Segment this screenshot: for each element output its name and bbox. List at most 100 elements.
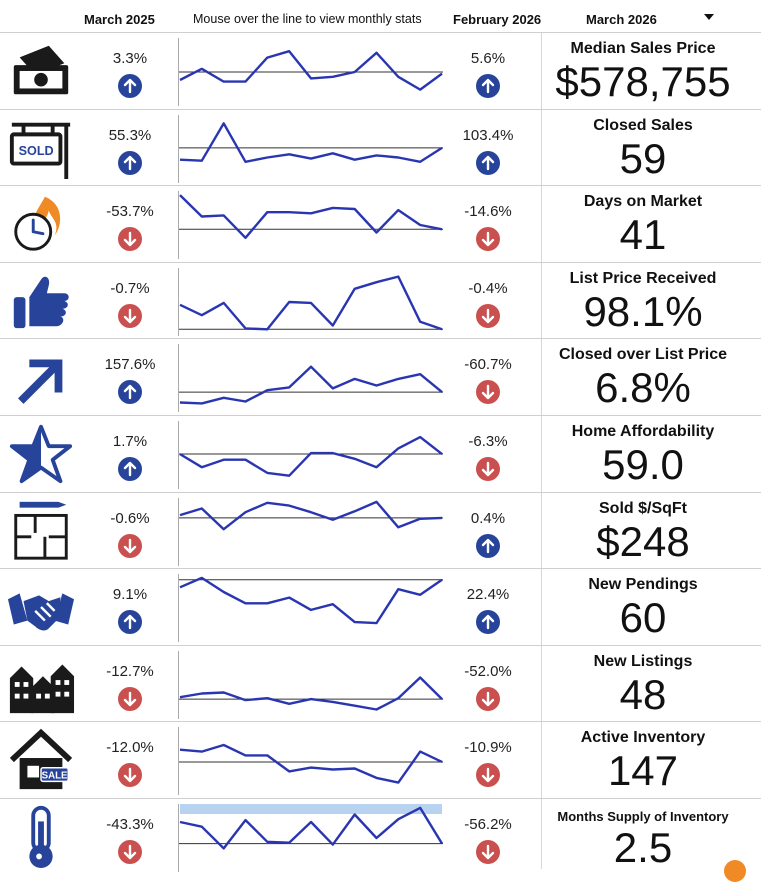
arrow-down-icon (118, 763, 142, 788)
arrow-down-icon (476, 763, 500, 788)
metric-summary: Closed over List Price 6.8% (548, 338, 738, 415)
series-line[interactable] (179, 806, 444, 850)
sparkline[interactable] (178, 497, 443, 566)
arrow-down-icon (118, 533, 142, 558)
row-divider (0, 261, 761, 263)
mom-change: 22.4% (466, 586, 510, 604)
sparkline[interactable] (178, 38, 443, 106)
sparkline[interactable] (178, 727, 443, 796)
series-line[interactable] (179, 365, 443, 405)
metric-value: $248 (596, 517, 690, 565)
metric-summary: Median Sales Price $578,755 (548, 32, 738, 109)
yoy-change: -12.7% (106, 662, 154, 680)
metric-value: 41 (619, 211, 667, 259)
arrow-up-icon (118, 457, 142, 481)
row-divider (0, 108, 761, 110)
metric-name: Closed Sales (593, 116, 693, 134)
arrow-up-icon (476, 150, 500, 175)
metric-summary: Active Inventory 147 (548, 721, 738, 798)
sparkline[interactable] (178, 650, 443, 719)
metric-value: 6.8% (595, 364, 691, 412)
right-period-label: February 2026 (453, 12, 542, 27)
arrow-down-icon (118, 840, 142, 864)
yoy-change: -43.3% (106, 816, 154, 833)
arrow-up-icon (118, 150, 142, 175)
metric-value: 60 (619, 594, 667, 642)
metric-value: 48 (619, 670, 667, 718)
highlight-band (180, 804, 442, 814)
metric-name: New Pendings (588, 576, 698, 594)
series-line[interactable] (179, 744, 443, 785)
mom-change: -6.3% (468, 433, 508, 450)
arrow-up-icon (476, 533, 500, 558)
metric-summary: Months Supply of Inventory 2.5 (548, 798, 738, 875)
clock-fire-icon (6, 189, 76, 257)
arrow-down-icon (476, 380, 500, 405)
metric-summary: Sold $/SqFt $248 (548, 492, 738, 569)
yoy-change: -53.7% (106, 203, 154, 221)
metric-row: -0.6% 0.4% Sold $/SqFt $248 (0, 491, 761, 569)
series-line[interactable] (179, 576, 443, 625)
yoy-change: -12.0% (106, 739, 154, 757)
metric-value: 59 (619, 134, 667, 182)
metric-row: 1.7% -6.3% Home Affordability 59.0 (0, 415, 761, 492)
sparkline[interactable] (178, 421, 443, 489)
arrow-down-icon (476, 303, 500, 328)
row-divider (0, 491, 761, 493)
metric-row: -43.3% -56.2% Months Supply of Inventory 2.… (0, 798, 761, 875)
hover-hint: Mouse over the line to view monthly stat… (193, 12, 422, 26)
yoy-change: -0.7% (110, 279, 150, 297)
metric-row: -53.7% -14.6% Days on Market 41 (0, 185, 761, 262)
metric-summary: Closed Sales 59 (548, 109, 738, 186)
mom-change: 5.6% (470, 50, 506, 67)
arrow-down-icon (476, 457, 500, 481)
series-line[interactable] (179, 435, 443, 477)
series-line[interactable] (179, 500, 443, 530)
house-sale-icon: SALE (6, 725, 76, 793)
row-divider (0, 568, 761, 570)
metric-value: $578,755 (555, 58, 731, 105)
metric-summary: New Pendings 60 (548, 568, 738, 645)
chevron-down-icon[interactable] (704, 14, 714, 20)
arrow-up-icon (118, 380, 142, 405)
arrow-down-icon (118, 303, 142, 328)
sparkline[interactable] (178, 267, 443, 336)
metric-name: Days on Market (583, 193, 703, 211)
svg-text:SALE: SALE (42, 771, 68, 782)
series-line[interactable] (179, 49, 443, 91)
mom-change: 103.4% (462, 126, 514, 144)
metric-row: 3.3% 5.6% Median Sales Price $578,755 (0, 32, 761, 109)
sparkline[interactable] (178, 191, 443, 260)
row-divider (0, 644, 761, 646)
thermometer-icon (6, 802, 76, 870)
sparkline[interactable] (178, 574, 443, 643)
metric-name: Active Inventory (580, 729, 706, 747)
row-divider (0, 32, 761, 33)
metric-name: New Listings (593, 652, 693, 670)
series-line[interactable] (179, 121, 443, 163)
row-divider (0, 798, 761, 799)
yoy-change: 3.3% (112, 50, 148, 67)
help-bubble-icon[interactable] (724, 860, 746, 882)
series-line[interactable] (179, 676, 443, 711)
arrow-down-icon (476, 227, 500, 252)
series-line[interactable] (179, 275, 443, 331)
mom-change: -0.4% (468, 279, 508, 297)
arrow-up-icon (476, 74, 500, 98)
metric-summary: New Listings 48 (548, 645, 738, 722)
arrow-up-icon (476, 610, 500, 635)
star-icon (6, 419, 76, 487)
svg-text:SOLD: SOLD (19, 143, 54, 157)
yoy-change: 55.3% (108, 126, 152, 144)
sparkline[interactable] (178, 344, 443, 413)
sparkline[interactable] (178, 804, 444, 872)
metric-name: Home Affordability (571, 423, 715, 440)
buildings-icon (6, 649, 76, 717)
left-period-label: March 2025 (84, 12, 155, 27)
metric-row: 157.6% -60.7% Closed over List Price 6.8% (0, 338, 761, 415)
series-line[interactable] (179, 194, 443, 240)
metric-row: SOLD 55.3% 103.4% Closed Sales 59 (0, 108, 761, 186)
arrow-up-right-icon (6, 342, 76, 410)
period-select[interactable]: March 2026 (586, 12, 657, 27)
sparkline[interactable] (178, 114, 443, 183)
